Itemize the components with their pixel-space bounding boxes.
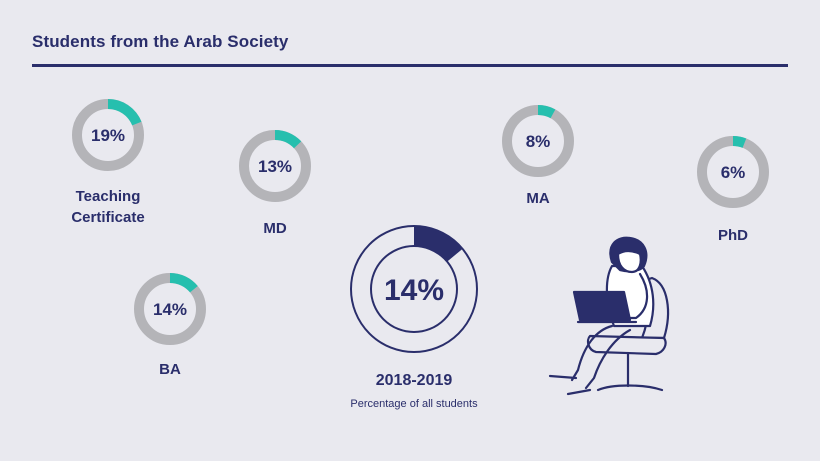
donut-slice-ma bbox=[537, 105, 556, 119]
donut-slice-md bbox=[274, 130, 302, 149]
donut-value-ma: 8% bbox=[526, 132, 551, 151]
summary-year: 2018-2019 bbox=[375, 372, 453, 389]
title-divider bbox=[32, 64, 788, 67]
label-md: MD bbox=[263, 220, 287, 237]
label-ma: MA bbox=[526, 190, 550, 207]
donut-value-phd: 6% bbox=[721, 163, 746, 182]
woman-with-laptop-icon bbox=[548, 236, 670, 396]
donut-slice-phd bbox=[732, 136, 747, 148]
donut-value-ba: 14% bbox=[153, 300, 187, 319]
donut-value-md: 13% bbox=[258, 157, 292, 176]
donut-slice-ba bbox=[169, 273, 198, 293]
label-teaching-certificate: Teaching Certificate bbox=[71, 188, 145, 226]
label-phd: PhD bbox=[718, 227, 748, 244]
page-title: Students from the Arab Society bbox=[32, 32, 289, 51]
donut-value-teaching-certificate: 19% bbox=[91, 126, 125, 145]
summary-subtitle: Percentage of all students bbox=[350, 398, 478, 410]
label-ba: BA bbox=[159, 361, 181, 378]
donut-slice-teaching-certificate bbox=[107, 99, 142, 126]
total-donut-value: 14% bbox=[384, 274, 444, 307]
total-donut-slice bbox=[413, 226, 463, 262]
